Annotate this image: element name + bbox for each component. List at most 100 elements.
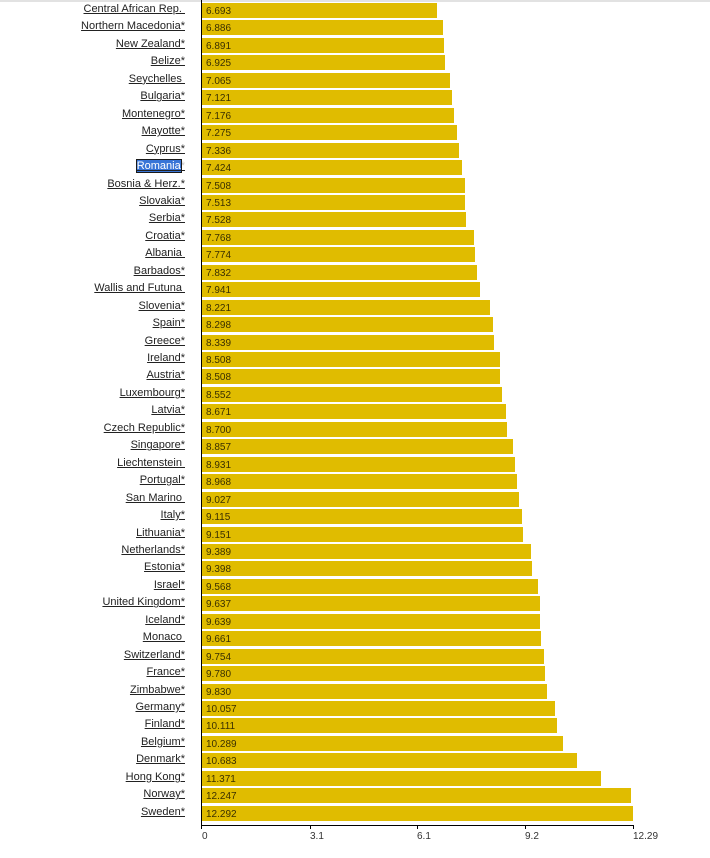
bar-value-label: 7.336: [206, 145, 232, 157]
category-label[interactable]: Israel*: [153, 578, 185, 591]
bar[interactable]: [202, 735, 563, 751]
category-label[interactable]: Czech Republic*: [103, 421, 185, 434]
bar[interactable]: [202, 386, 502, 402]
bar[interactable]: [202, 753, 577, 769]
bar[interactable]: [202, 683, 547, 699]
bar[interactable]: [202, 20, 443, 36]
category-label[interactable]: Denmark*: [136, 753, 185, 766]
bar[interactable]: [202, 578, 538, 594]
x-tick: [633, 825, 634, 829]
category-label[interactable]: Northern Macedonia*: [81, 20, 185, 33]
bar[interactable]: [202, 194, 465, 210]
bar[interactable]: [202, 334, 494, 350]
bar[interactable]: [202, 55, 445, 71]
bar[interactable]: [202, 666, 545, 682]
x-tick-label: 12.29: [633, 831, 659, 842]
category-label[interactable]: Netherlands*: [121, 543, 185, 556]
bar[interactable]: [202, 177, 465, 193]
bar[interactable]: [202, 421, 507, 437]
category-label[interactable]: Slovenia*: [138, 299, 185, 312]
bar[interactable]: [202, 369, 500, 385]
bar[interactable]: [202, 125, 457, 141]
category-label[interactable]: Mayotte*: [141, 125, 185, 138]
category-label[interactable]: Croatia*: [145, 229, 185, 242]
category-label[interactable]: Portugal*: [139, 474, 185, 487]
category-label[interactable]: Cyprus*: [145, 142, 185, 155]
category-label[interactable]: Belize*: [150, 55, 185, 68]
category-label[interactable]: France*: [146, 666, 185, 679]
category-label[interactable]: Central African Rep.: [83, 3, 185, 15]
category-label[interactable]: Latvia*: [151, 404, 185, 417]
category-label[interactable]: Barbados*: [133, 264, 185, 277]
category-label[interactable]: Luxembourg*: [119, 386, 185, 399]
category-label[interactable]: New Zealand*: [115, 37, 185, 50]
bar[interactable]: [202, 631, 541, 647]
bar[interactable]: [202, 648, 544, 664]
bar[interactable]: [202, 439, 513, 455]
bar[interactable]: [202, 247, 475, 263]
category-label[interactable]: Italy*: [160, 509, 185, 522]
category-label[interactable]: Lithuania*: [136, 526, 185, 539]
bar[interactable]: [202, 264, 477, 280]
bar[interactable]: [202, 805, 633, 821]
category-label[interactable]: Singapore*: [130, 439, 185, 452]
category-label[interactable]: Albania: [145, 247, 185, 260]
bar[interactable]: [202, 282, 480, 298]
category-label[interactable]: Seychelles: [128, 72, 185, 85]
bar[interactable]: [202, 404, 506, 420]
bar[interactable]: [202, 596, 540, 612]
category-label[interactable]: Montenegro*: [122, 107, 185, 120]
bar[interactable]: [202, 90, 452, 106]
bar[interactable]: [202, 299, 490, 315]
bar[interactable]: [202, 474, 517, 490]
category-label[interactable]: Norway*: [143, 788, 185, 801]
bar-value-label: 8.508: [206, 355, 232, 366]
category-label[interactable]: San Marino: [125, 491, 185, 504]
category-label[interactable]: Ireland*: [147, 352, 185, 364]
bar[interactable]: [202, 317, 493, 333]
bar-value-label: 9.568: [206, 581, 232, 593]
category-label[interactable]: Estonia*: [144, 561, 185, 574]
bar[interactable]: [202, 3, 437, 18]
bar[interactable]: [202, 37, 444, 53]
category-label[interactable]: Hong Kong*: [125, 770, 185, 783]
category-label[interactable]: Belgium*: [140, 735, 185, 748]
category-label[interactable]: Iceland*: [145, 613, 185, 626]
category-label[interactable]: Romania*: [135, 159, 185, 174]
bar[interactable]: [202, 613, 540, 629]
category-label[interactable]: Bulgaria*: [140, 90, 185, 103]
category-label[interactable]: Greece*: [144, 334, 185, 347]
bar[interactable]: [202, 526, 523, 542]
bar[interactable]: [202, 160, 462, 176]
bar[interactable]: [202, 142, 459, 158]
category-label[interactable]: Germany*: [135, 701, 185, 713]
category-label[interactable]: Monaco: [142, 631, 185, 644]
bar[interactable]: [202, 229, 474, 245]
category-label[interactable]: Slovakia*: [139, 194, 185, 207]
category-label[interactable]: Wallis and Futuna: [94, 282, 185, 295]
category-label[interactable]: Spain*: [152, 317, 185, 330]
bar[interactable]: [202, 543, 531, 559]
bar[interactable]: [202, 509, 522, 525]
category-label[interactable]: Bosnia & Herz.*: [107, 177, 185, 190]
bar[interactable]: [202, 701, 555, 716]
bar[interactable]: [202, 491, 519, 507]
bar[interactable]: [202, 561, 532, 577]
category-label[interactable]: Liechtenstein: [117, 456, 185, 469]
bar[interactable]: [202, 212, 466, 228]
category-label[interactable]: Zimbabwe*: [129, 683, 185, 696]
bar[interactable]: [202, 456, 515, 472]
category-label[interactable]: Serbia*: [148, 212, 185, 225]
category-label[interactable]: Finland*: [144, 718, 185, 731]
bar[interactable]: [202, 770, 601, 786]
bar[interactable]: [202, 352, 500, 367]
category-label[interactable]: Switzerland*: [123, 648, 185, 661]
category-label[interactable]: Austria*: [146, 369, 185, 382]
bar[interactable]: [202, 72, 450, 88]
bar-value-label: 7.508: [206, 180, 232, 192]
bar[interactable]: [202, 788, 631, 804]
category-label[interactable]: Sweden*: [140, 805, 185, 818]
bar[interactable]: [202, 107, 454, 123]
bar[interactable]: [202, 718, 557, 734]
category-label[interactable]: United Kingdom*: [102, 596, 185, 609]
